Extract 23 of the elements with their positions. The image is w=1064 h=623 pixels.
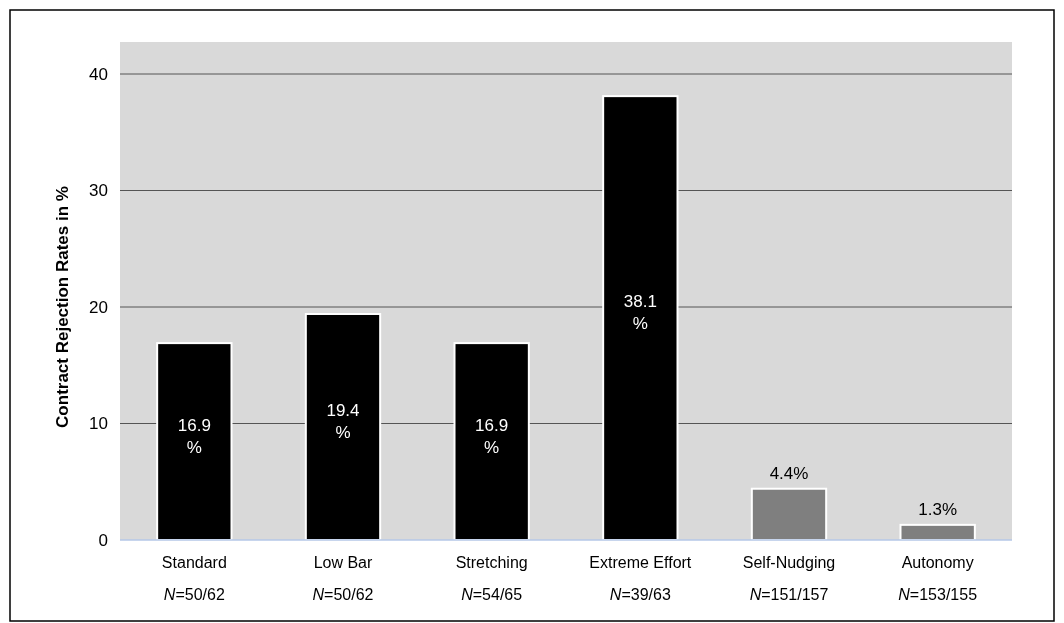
- bar: [156, 342, 233, 541]
- x-tick-label: Low Bar N=50/62: [312, 554, 374, 603]
- y-tick-label: 10: [89, 414, 108, 434]
- data-label: 1.3%: [918, 499, 958, 519]
- y-tick-label: 20: [89, 297, 108, 317]
- x-tick-label: Standard N=50/62: [161, 554, 227, 603]
- y-tick-label: 30: [89, 181, 108, 201]
- data-label: 4.4%: [769, 463, 809, 483]
- bar: [750, 487, 828, 541]
- data-label: 38.1 %: [623, 292, 657, 334]
- x-tick-label: Stretching N=54/65: [455, 554, 528, 603]
- y-tick-label: 40: [89, 64, 108, 84]
- data-label: 16.9 %: [475, 415, 509, 457]
- x-tick-label: Self-Nudging N=151/157: [742, 554, 836, 603]
- bar: [304, 312, 382, 541]
- data-label: 16.9 %: [177, 415, 211, 457]
- x-tick-label: Autonomy N=153/155: [898, 554, 978, 603]
- y-axis-title: Contract Rejection Rates in %: [53, 186, 72, 428]
- bar: [602, 95, 679, 541]
- data-label: 19.4 %: [326, 400, 360, 442]
- y-tick-label: 0: [98, 530, 108, 550]
- x-tick-label: Extreme Effort N=39/63: [589, 554, 692, 603]
- bar: [453, 342, 530, 541]
